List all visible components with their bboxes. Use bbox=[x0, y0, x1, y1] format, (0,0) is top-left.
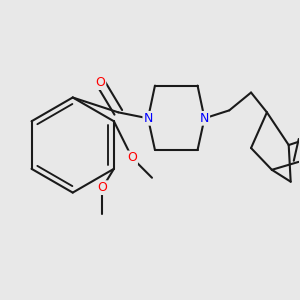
Text: N: N bbox=[143, 112, 153, 125]
Text: O: O bbox=[98, 181, 107, 194]
Text: N: N bbox=[200, 112, 209, 125]
Text: O: O bbox=[127, 152, 137, 164]
Text: O: O bbox=[95, 76, 105, 89]
